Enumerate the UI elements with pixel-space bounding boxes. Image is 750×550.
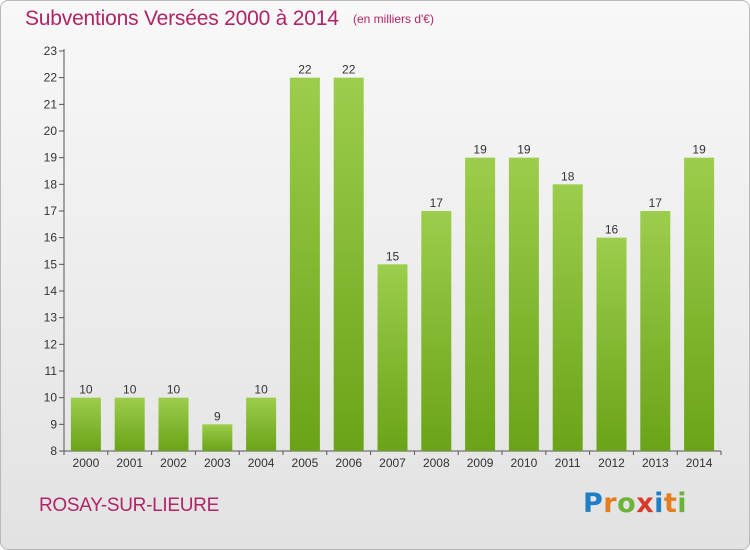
- y-tick-label: 15: [44, 257, 58, 271]
- value-label: 16: [605, 223, 619, 237]
- bars: [70, 77, 715, 452]
- value-label: 19: [473, 143, 487, 157]
- value-label: 17: [430, 196, 444, 210]
- bar-2014: [684, 157, 715, 451]
- bar-2011: [552, 184, 583, 452]
- x-tick-label: 2004: [248, 456, 275, 470]
- value-label: 22: [298, 63, 312, 77]
- bar-2001: [114, 397, 145, 451]
- y-tick-label: 20: [44, 124, 58, 138]
- bar-2005: [289, 77, 320, 452]
- bar-2004: [246, 397, 277, 451]
- x-tick-label: 2000: [73, 456, 100, 470]
- x-tick-label: 2011: [555, 456, 581, 470]
- x-tick-label: 2006: [335, 456, 362, 470]
- x-tick-label: 2014: [686, 456, 713, 470]
- y-tick-label: 10: [44, 391, 58, 405]
- y-tick-label: 11: [45, 364, 58, 378]
- x-tick-label: 2013: [642, 456, 669, 470]
- value-label: 18: [561, 169, 575, 183]
- y-tick-label: 19: [44, 151, 58, 165]
- x-tick-label: 2001: [116, 456, 143, 470]
- bar-2013: [640, 211, 671, 451]
- x-tick-label: 2008: [423, 456, 450, 470]
- y-tick-label: 17: [44, 204, 58, 218]
- bar-2002: [158, 397, 189, 451]
- y-tick-label: 21: [44, 97, 58, 111]
- value-label: 17: [649, 196, 663, 210]
- y-tick-label: 16: [44, 231, 58, 245]
- value-label: 19: [517, 143, 531, 157]
- y-tick-label: 12: [44, 337, 58, 351]
- x-tick-label: 2002: [160, 456, 187, 470]
- x-tick-label: 2009: [467, 456, 494, 470]
- value-label: 15: [386, 249, 400, 263]
- bar-2010: [508, 157, 539, 451]
- y-tick-label: 9: [50, 417, 57, 431]
- y-tick-label: 23: [44, 44, 58, 58]
- bar-2012: [596, 237, 627, 451]
- y-tick-label: 22: [44, 71, 58, 85]
- chart-unit: (en milliers d'€): [353, 12, 434, 26]
- y-tick-label: 14: [44, 284, 58, 298]
- proxiti-logo: Proxiti: [583, 488, 688, 519]
- x-tick-label: 2010: [511, 456, 538, 470]
- y-tick-label: 18: [44, 177, 58, 191]
- y-tick-label: 8: [50, 444, 57, 458]
- value-label: 19: [692, 143, 706, 157]
- bar-2009: [465, 157, 496, 451]
- bar-2006: [333, 77, 364, 452]
- bar-2003: [202, 424, 233, 451]
- value-label: 9: [214, 409, 221, 423]
- labels: 2000 10 2001 10 2002 10 2003 9 2004 10 2005 22 2006 2…: [73, 63, 713, 470]
- x-tick-label: 2003: [204, 456, 231, 470]
- x-tick-label: 2012: [598, 456, 625, 470]
- value-label: 10: [79, 383, 93, 397]
- x-tick-label: 2007: [379, 456, 406, 470]
- value-label: 10: [123, 383, 137, 397]
- bar-2008: [421, 211, 452, 451]
- bar-2007: [377, 264, 408, 451]
- y-tick-label: 13: [44, 311, 58, 325]
- x-tick-label: 2005: [292, 456, 319, 470]
- value-label: 10: [167, 383, 181, 397]
- chart-title: Subventions Versées 2000 à 2014: [25, 7, 339, 30]
- bar-2000: [70, 397, 101, 451]
- value-label: 22: [342, 63, 356, 77]
- value-label: 10: [254, 383, 268, 397]
- commune-name: ROSAY-SUR-LIEURE: [39, 495, 219, 516]
